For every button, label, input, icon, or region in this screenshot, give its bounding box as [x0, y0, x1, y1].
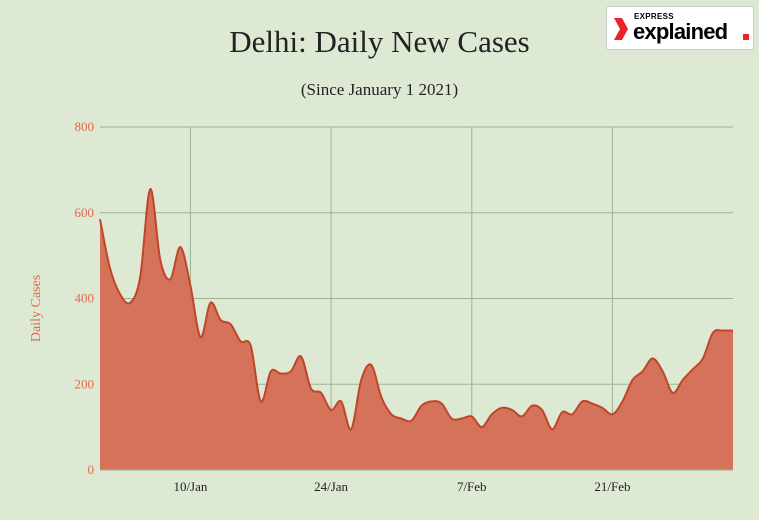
x-tick-label: 10/Jan [173, 479, 207, 494]
area-fill [100, 189, 733, 470]
y-tick-label: 800 [75, 119, 95, 134]
x-tick-label: 7/Feb [457, 479, 487, 494]
chart-title: Delhi: Daily New Cases [229, 24, 530, 59]
y-tick-label: 400 [75, 291, 95, 306]
logo-top-text: EXPRESS [634, 12, 674, 21]
x-tick-label: 21/Feb [594, 479, 630, 494]
logo-main-text: explained [633, 19, 728, 44]
area-line [99, 188, 734, 431]
y-tick-label: 0 [88, 462, 95, 477]
logo-chevron-icon [614, 18, 628, 40]
logo-dot [743, 34, 749, 40]
chart-subtitle: (Since January 1 2021) [300, 80, 459, 99]
y-tick-label: 600 [75, 205, 95, 220]
x-tick-label: 24/Jan [314, 479, 348, 494]
y-tick-label: 200 [75, 376, 95, 391]
y-axis-label: Daily Cases [29, 275, 44, 342]
express-explained-logo: EXPRESS explained [606, 6, 754, 50]
